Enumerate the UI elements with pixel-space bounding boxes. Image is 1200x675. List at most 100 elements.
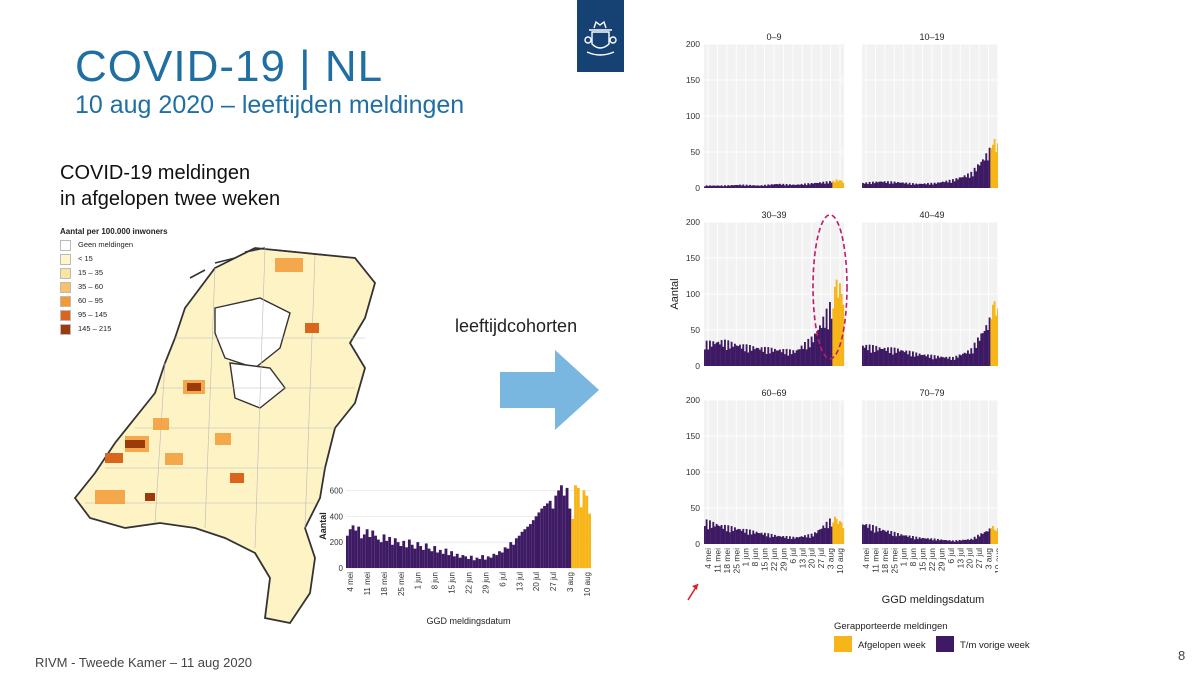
bar-previous <box>759 533 761 544</box>
map-legend-label: 145 – 215 <box>78 324 112 333</box>
bar-previous <box>883 347 886 366</box>
bar-previous <box>943 182 946 188</box>
bar-previous <box>987 531 989 544</box>
bar-previous <box>767 347 770 366</box>
bar-previous <box>805 537 808 544</box>
bar-previous <box>787 185 790 188</box>
map-heading-line1: COVID-19 meldingen <box>60 162 251 184</box>
bar-previous <box>800 345 803 366</box>
bar-last-week <box>842 182 845 188</box>
map-legend-swatch <box>60 254 71 265</box>
bar-previous <box>958 354 961 366</box>
bar-previous <box>478 558 482 568</box>
bar-previous <box>822 316 825 366</box>
bar-previous <box>880 530 883 544</box>
bar-last-week <box>576 487 580 568</box>
bar-previous <box>815 334 818 366</box>
bar-last-week <box>840 522 843 544</box>
bar-previous <box>754 533 756 544</box>
bar-previous <box>943 540 946 544</box>
bar-previous <box>812 536 815 544</box>
bar-previous <box>523 529 527 568</box>
x-tick-label: 18 mei <box>722 548 732 574</box>
bar-previous <box>376 539 380 568</box>
bar-previous <box>441 553 445 568</box>
bar-previous <box>785 183 788 188</box>
bar-previous <box>724 185 726 188</box>
bar-previous <box>878 527 881 544</box>
bar-previous <box>882 182 884 188</box>
bar-previous <box>908 182 911 188</box>
bar-previous <box>710 185 713 188</box>
bar-previous <box>820 327 823 366</box>
bar-previous <box>982 159 984 188</box>
x-tick-label: 20 jul <box>532 572 541 591</box>
bar-previous <box>742 528 745 544</box>
x-tick-label: 6 jul <box>498 572 507 587</box>
bar-previous <box>540 508 544 568</box>
bar-previous <box>985 325 988 366</box>
bar-last-week <box>993 529 996 544</box>
bar-previous <box>802 348 805 366</box>
facet-panel: 40–49 <box>862 210 1003 367</box>
bar-previous <box>892 535 894 544</box>
bar-last-week <box>992 526 994 544</box>
bar-previous <box>812 342 815 366</box>
bar-previous <box>729 348 731 366</box>
bar-previous <box>795 184 798 188</box>
bar-previous <box>422 549 425 568</box>
bar-previous <box>902 182 904 188</box>
x-axis-label: GGD meldingsdatum <box>426 616 510 626</box>
bar-previous <box>977 337 979 366</box>
bar-previous <box>968 353 971 366</box>
bar-previous <box>755 185 758 188</box>
bar-last-week <box>990 319 993 366</box>
x-tick-label: 8 jun <box>908 548 918 567</box>
bar-previous <box>365 529 369 568</box>
bar-previous <box>870 352 873 366</box>
bar-previous <box>543 505 546 568</box>
x-tick-label: 29 jun <box>936 548 946 571</box>
bar-previous <box>968 177 971 188</box>
bar-previous <box>980 161 983 188</box>
y-tick-label: 200 <box>686 395 700 405</box>
bar-previous <box>927 538 929 544</box>
x-tick-label: 10 aug <box>835 548 845 574</box>
x-tick-label: 8 jun <box>431 572 440 589</box>
bar-last-week <box>995 531 998 544</box>
bar-previous <box>769 353 771 366</box>
bar-previous <box>819 325 821 366</box>
bar-previous <box>872 181 874 188</box>
bar-previous <box>875 526 878 544</box>
bar-previous <box>870 530 873 544</box>
bar-previous <box>814 182 816 188</box>
bar-previous <box>750 534 753 544</box>
bar-previous <box>898 182 901 188</box>
bar-previous <box>863 525 866 544</box>
x-tick-label: 4 mei <box>346 572 355 592</box>
bar-previous <box>893 347 896 366</box>
bar-previous <box>714 344 716 366</box>
bar-previous <box>987 329 989 366</box>
map-heading: COVID-19 meldingen in afgelopen twee wek… <box>60 160 280 212</box>
bar-previous <box>830 526 833 544</box>
bar-previous <box>537 512 541 568</box>
bar-previous <box>940 356 943 366</box>
facet-title: 70–79 <box>919 388 944 398</box>
bar-previous <box>962 353 964 366</box>
bar-previous <box>920 355 923 366</box>
bar-previous <box>912 351 914 366</box>
x-tick-label: 15 jun <box>448 572 457 594</box>
bar-previous <box>807 338 810 366</box>
bar-previous <box>922 354 924 366</box>
arrow-shape <box>500 350 599 430</box>
bar-previous <box>453 556 456 568</box>
bar-previous <box>925 538 928 544</box>
bar-previous <box>923 354 926 366</box>
bar-previous <box>829 302 831 366</box>
bar-last-week <box>835 518 838 544</box>
bar-previous <box>368 536 372 568</box>
bar-previous <box>795 350 798 366</box>
bar-previous <box>717 341 720 366</box>
bar-previous <box>987 160 989 188</box>
